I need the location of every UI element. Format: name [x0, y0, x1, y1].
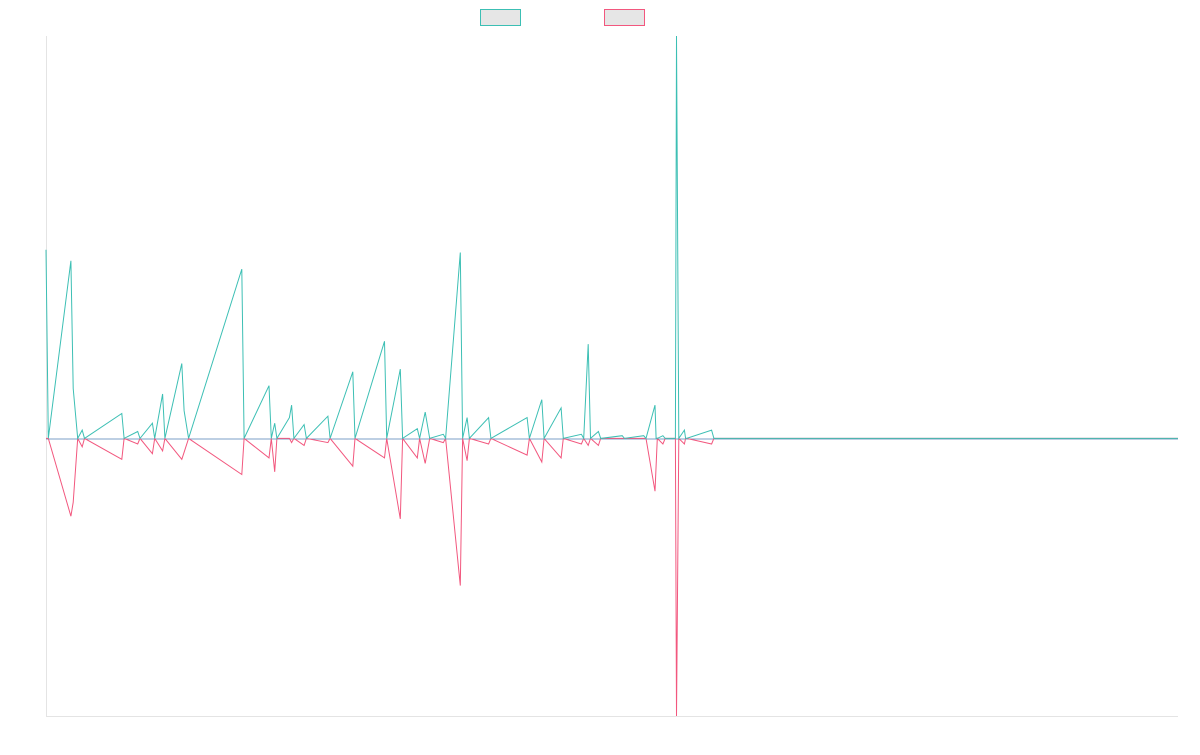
series-line-b — [46, 436, 1178, 717]
series-layer — [45, 35, 1178, 717]
legend-swatch-series-a[interactable] — [480, 9, 521, 26]
chart-legend — [480, 9, 645, 26]
legend-swatch-series-b[interactable] — [604, 9, 645, 26]
series-line-a — [45, 35, 1178, 441]
